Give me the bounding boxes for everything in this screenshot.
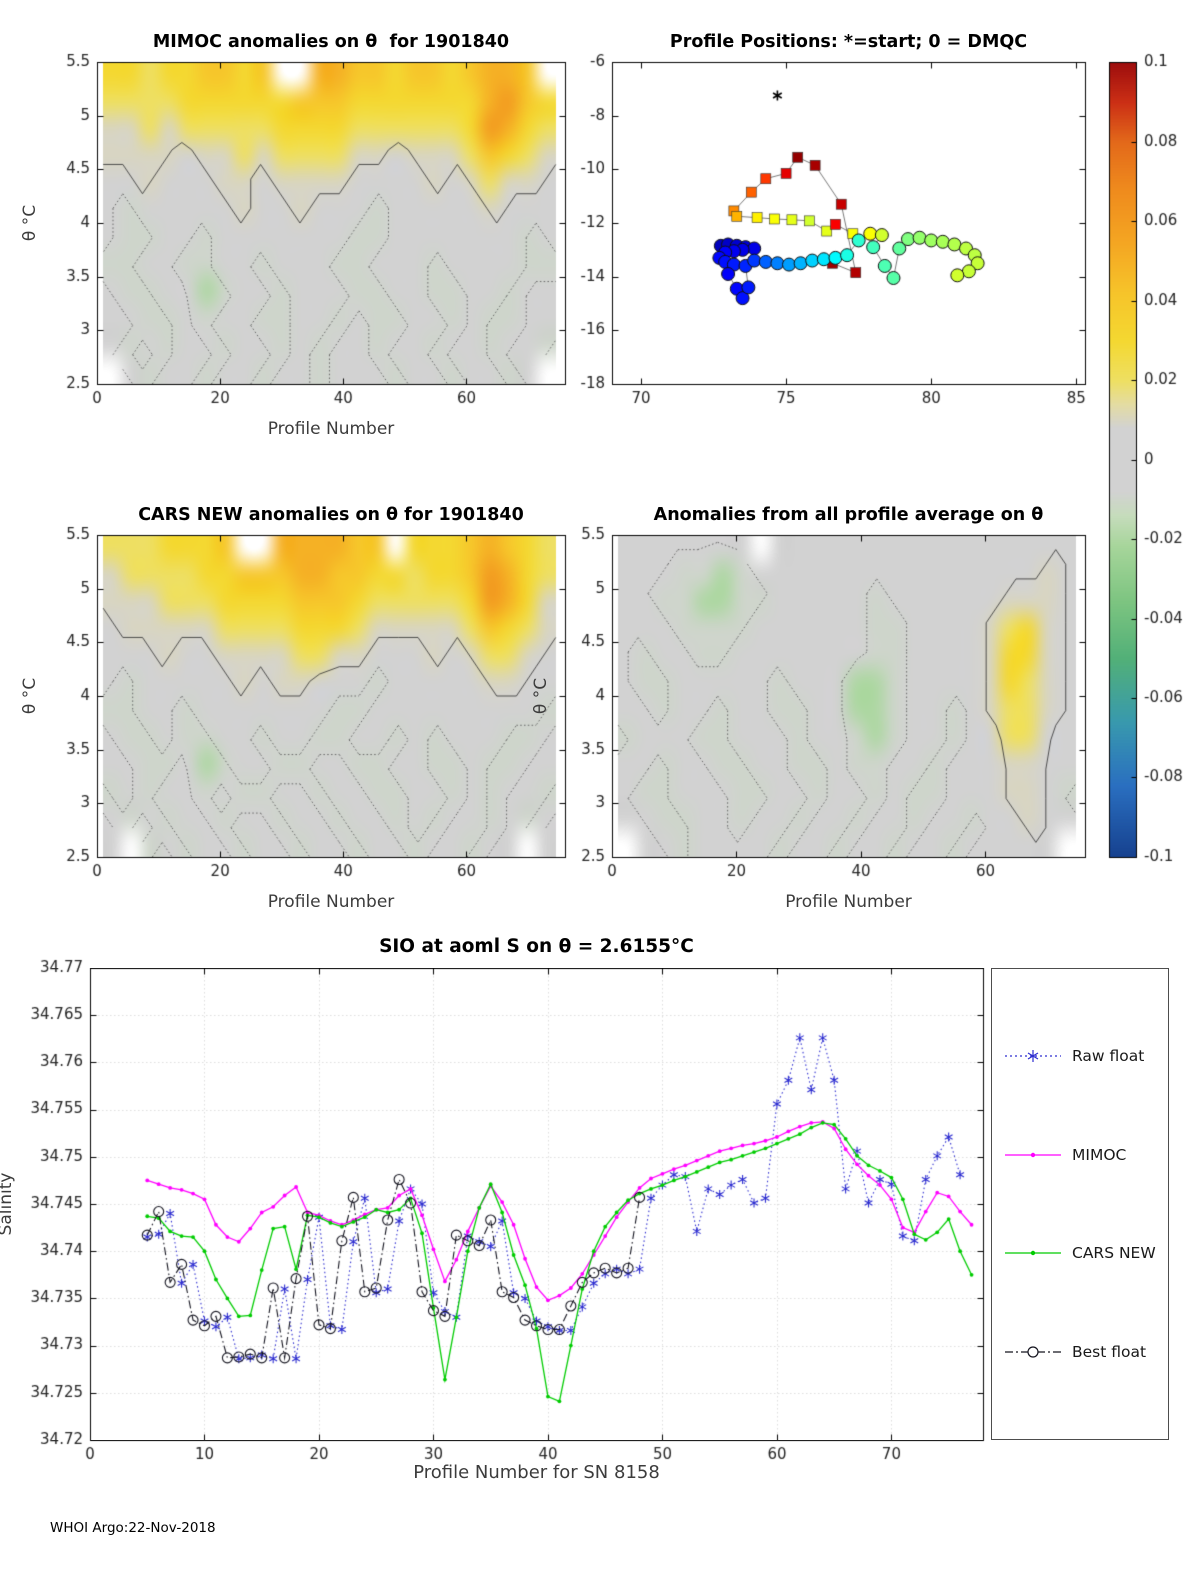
title-sio-salinity: SIO at aoml S on θ = 2.6155°C xyxy=(379,936,694,957)
ylabel-theta-3: θ °C xyxy=(531,677,551,715)
title-mimoc-anomalies: MIMOC anomalies on θ for 1901840 xyxy=(152,32,510,52)
legend-label-mimoc: MIMOC xyxy=(1072,1145,1127,1164)
ylabel-theta-1: θ °C xyxy=(20,204,40,242)
legend: Raw float MIMOC CARS NEW Best float xyxy=(991,968,1169,1440)
xlabel-profile-number-3: Profile Number xyxy=(785,892,912,912)
title-profile-positions: Profile Positions: *=start; 0 = DMQC xyxy=(669,32,1028,52)
xlabel-profile-number-1: Profile Number xyxy=(267,419,395,439)
xlabel-profile-number-sn8158: Profile Number for SN 8158 xyxy=(413,1462,660,1483)
legend-swatch-cars-new xyxy=(1005,1250,1061,1256)
legend-label-raw-float: Raw float xyxy=(1072,1047,1145,1066)
footer-note: WHOI Argo:22-Nov-2018 xyxy=(50,1520,216,1536)
legend-swatch-raw-float xyxy=(1005,1050,1061,1063)
title-cars-anomalies: CARS NEW anomalies on θ for 1901840 xyxy=(138,505,524,525)
ylabel-salinity: Salinity xyxy=(0,1172,16,1236)
legend-item-raw-float: Raw float xyxy=(992,1045,1168,1067)
legend-swatch-mimoc xyxy=(1005,1152,1061,1157)
ylabel-theta-2: θ °C xyxy=(20,677,40,715)
legend-label-cars-new: CARS NEW xyxy=(1072,1244,1156,1263)
legend-item-mimoc: MIMOC xyxy=(992,1144,1168,1166)
title-average-anomalies: Anomalies from all profile average on θ xyxy=(653,505,1044,525)
xlabel-profile-number-2: Profile Number xyxy=(267,892,395,912)
legend-label-best-float: Best float xyxy=(1072,1342,1147,1361)
legend-item-best-float: Best float xyxy=(992,1341,1168,1363)
legend-item-cars-new: CARS NEW xyxy=(992,1242,1168,1264)
legend-swatch-best-float xyxy=(1005,1345,1061,1358)
